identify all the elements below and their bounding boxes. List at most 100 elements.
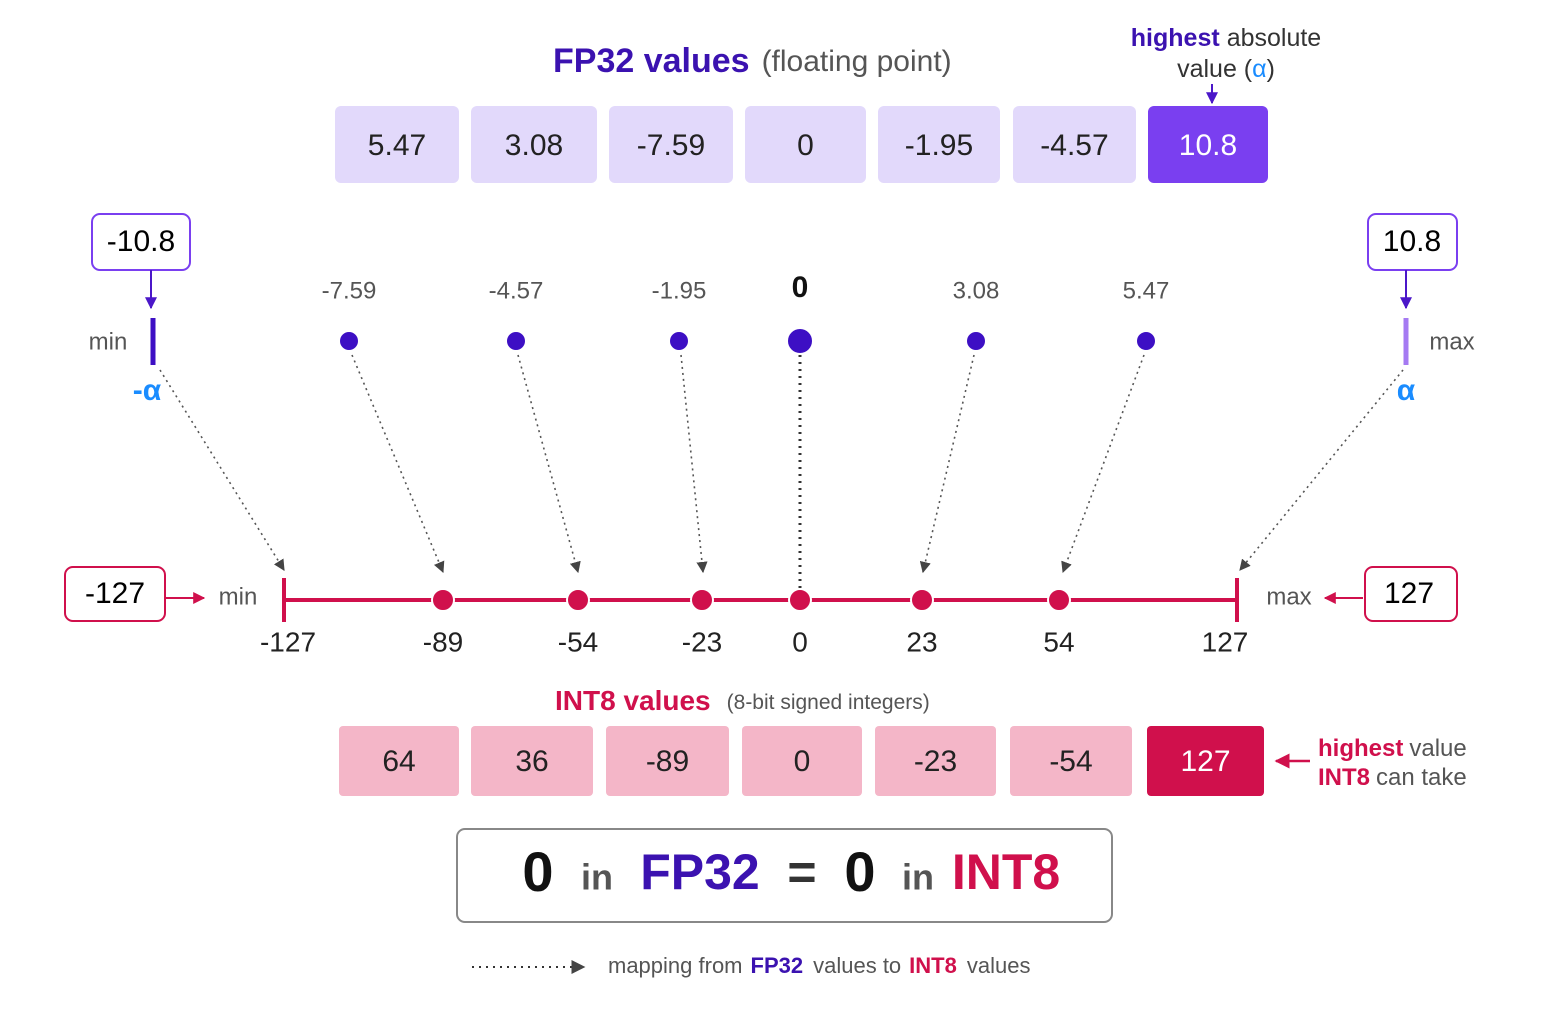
fp32-box xyxy=(335,106,459,183)
int8-point xyxy=(690,588,714,612)
fp32-point xyxy=(1135,330,1157,352)
fp32-value: 0 xyxy=(797,129,814,162)
fp32-box xyxy=(745,106,866,183)
fp32-value: 3.08 xyxy=(505,129,563,162)
int8-value: -23 xyxy=(914,745,957,778)
fp32-value: 10.8 xyxy=(1179,129,1237,162)
fp32-value: -1.95 xyxy=(905,129,973,162)
neg-alpha: -α xyxy=(133,374,162,407)
int8-title-bold: INT8 values xyxy=(555,685,711,716)
int8-point-label: 23 xyxy=(906,626,937,657)
int8-min-value: -127 xyxy=(85,577,145,610)
fp32-point xyxy=(786,327,814,355)
fp32-min-value: -10.8 xyxy=(107,225,175,258)
int8-point xyxy=(910,588,934,612)
fp32-value: 5.47 xyxy=(368,129,426,162)
int8-box xyxy=(1147,726,1264,796)
map-arrow xyxy=(517,354,581,574)
int8-box xyxy=(471,726,593,796)
fp32-point xyxy=(965,330,987,352)
int8-subtitle: (8-bit signed integers) xyxy=(727,691,930,714)
legend-part: values xyxy=(967,953,1031,978)
fp32-title: FP32 values (floating point) xyxy=(553,42,952,80)
legend-fp32: FP32 xyxy=(751,953,804,978)
fp32-title-bold: FP32 values xyxy=(553,42,750,80)
note-rest: can take xyxy=(1376,764,1467,791)
eq-fp32: FP32 xyxy=(640,844,760,900)
int8-title: INT8 values (8-bit signed integers) xyxy=(555,685,930,716)
points: -7.59 -4.57 -1.95 0 3.08 5.47 -127 -89 -54 -23 0 23… xyxy=(260,271,1248,657)
int8-point-label: -127 xyxy=(260,626,316,657)
fp32-min-box xyxy=(91,213,191,271)
note-bold: INT8 xyxy=(1318,764,1370,791)
int8-point-label: -23 xyxy=(682,626,722,657)
map-arrow xyxy=(351,354,445,574)
int8-point-label: -54 xyxy=(558,626,598,657)
fp32-point-label: -1.95 xyxy=(652,277,707,304)
fp32-point-label: 3.08 xyxy=(953,277,1000,304)
max-label: max xyxy=(1429,328,1474,355)
fp32-value: -4.57 xyxy=(1040,129,1108,162)
fp32-point xyxy=(505,330,527,352)
fp32-max-value: 10.8 xyxy=(1383,225,1441,258)
int8-box xyxy=(875,726,996,796)
eq-in: in xyxy=(902,857,934,898)
int8-point-label: 54 xyxy=(1043,626,1074,657)
map-arrow xyxy=(680,354,708,574)
int8-max-box xyxy=(1364,566,1458,622)
int8-boxes: 64 36 -89 0 -23 -54 127 xyxy=(339,726,1264,796)
fp32-point xyxy=(668,330,690,352)
int8-value: 127 xyxy=(1180,745,1230,778)
int8-point-label: 127 xyxy=(1202,626,1249,657)
legend-text: mapping from FP32 values to INT8 values xyxy=(608,953,1030,978)
fp32-point-label: 5.47 xyxy=(1123,277,1170,304)
fp32-box xyxy=(878,106,1000,183)
max-label: max xyxy=(1266,583,1311,610)
int8-note-2: INT8 can take xyxy=(1318,764,1467,791)
int8-box xyxy=(339,726,459,796)
legend-part: mapping from xyxy=(608,953,743,978)
min-label: min xyxy=(219,583,258,610)
int8-value: 0 xyxy=(794,745,811,778)
fp32-box xyxy=(1013,106,1136,183)
alpha: α xyxy=(1397,374,1416,407)
fp32-subtitle: (floating point) xyxy=(762,45,952,78)
int8-point xyxy=(1047,588,1071,612)
eq-zero: 0 xyxy=(522,840,553,903)
alpha-note-2: value (α) xyxy=(1177,55,1275,83)
fp32-box xyxy=(471,106,597,183)
min-label: min xyxy=(89,328,128,355)
alpha-note-rest: absolute xyxy=(1227,24,1322,52)
int8-value: 64 xyxy=(382,745,415,778)
legend-int8: INT8 xyxy=(909,953,957,978)
legend-part: values to xyxy=(813,953,901,978)
eq-zero: 0 xyxy=(844,840,875,903)
fp32-point-label: -4.57 xyxy=(489,277,544,304)
alpha-note-pre: value ( xyxy=(1177,55,1253,83)
int8-max-value: 127 xyxy=(1384,577,1434,610)
int8-point-label: -89 xyxy=(423,626,463,657)
int8-note-1: highest value xyxy=(1318,735,1467,762)
mapping-arrows xyxy=(159,354,1404,590)
int8-min-box xyxy=(64,566,166,622)
note-rest: value xyxy=(1409,735,1466,762)
fp32-value: -7.59 xyxy=(637,129,705,162)
int8-value: -89 xyxy=(646,745,689,778)
int8-point xyxy=(566,588,590,612)
eq-in: in xyxy=(581,857,613,898)
equation-box xyxy=(456,828,1113,923)
alpha-symbol: α xyxy=(1252,55,1266,83)
map-arrow xyxy=(1239,369,1404,571)
fp32-box xyxy=(1148,106,1268,183)
fp32-boxes: 5.47 3.08 -7.59 0 -1.95 -4.57 10.8 xyxy=(335,106,1268,183)
int8-box xyxy=(606,726,729,796)
int8-point-label: 0 xyxy=(792,626,808,657)
map-arrow xyxy=(159,369,285,571)
map-arrow xyxy=(1061,354,1145,574)
fp32-point-label: -7.59 xyxy=(322,277,377,304)
alpha-note-post: ) xyxy=(1267,55,1275,83)
eq-equals: = xyxy=(787,844,816,900)
fp32-point xyxy=(338,330,360,352)
int8-point xyxy=(431,588,455,612)
